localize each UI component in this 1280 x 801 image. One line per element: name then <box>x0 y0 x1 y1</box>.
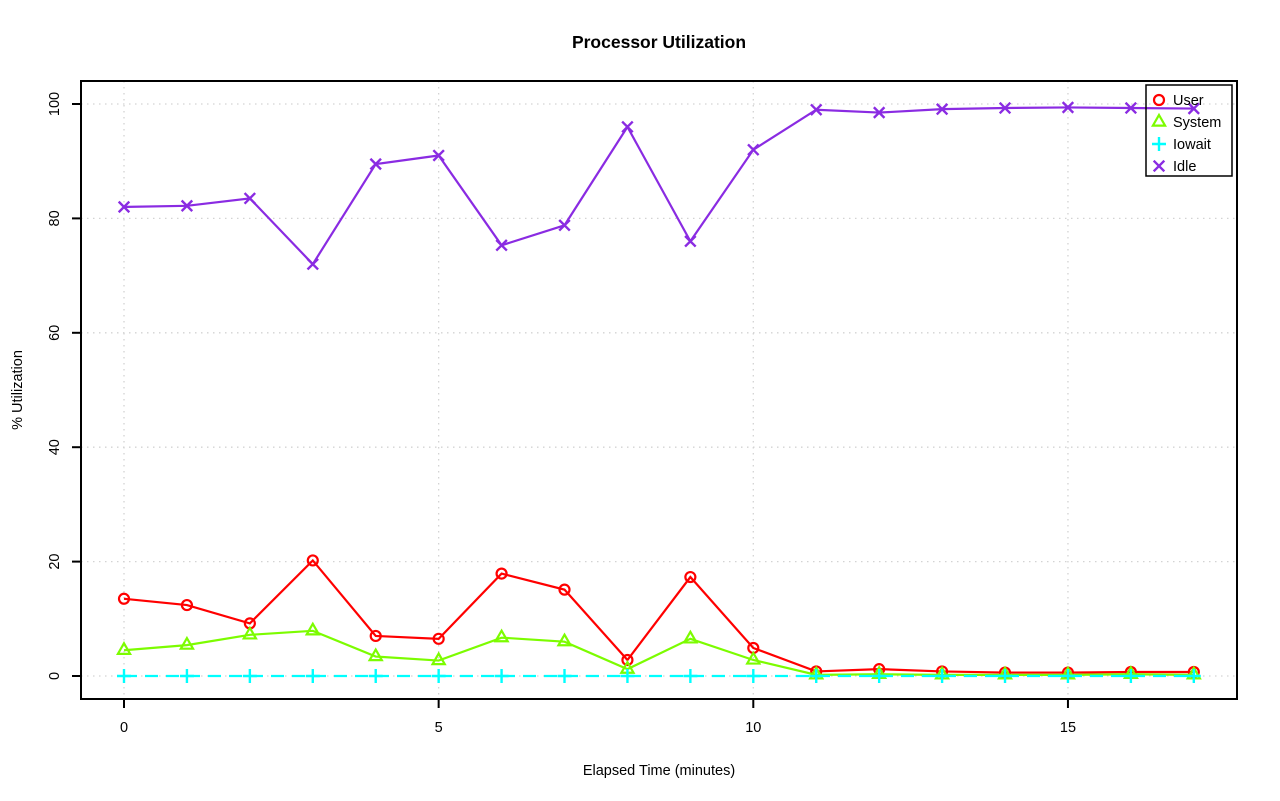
plus-marker-icon <box>1060 669 1075 683</box>
plus-marker-icon <box>431 669 446 683</box>
x-marker-icon <box>621 120 634 134</box>
y-tick-label: 20 <box>47 554 63 570</box>
x-tick-label: 15 <box>1060 720 1076 736</box>
plus-marker-icon <box>557 669 572 683</box>
triangle-marker-icon <box>682 629 699 644</box>
legend-label: Idle <box>1173 159 1196 175</box>
x-marker-icon <box>306 258 319 271</box>
plus-marker-icon <box>1123 669 1138 683</box>
triangle-marker-icon <box>745 650 762 665</box>
legend-label: System <box>1173 115 1221 131</box>
series-system-line <box>123 629 1194 676</box>
plus-marker-icon <box>935 669 950 683</box>
x-marker-icon <box>747 143 760 156</box>
x-tick-label: 0 <box>120 720 128 736</box>
plus-marker-icon <box>305 669 320 683</box>
chart-title: Processor Utilization <box>572 32 746 52</box>
x-marker-icon <box>495 239 508 252</box>
circle-marker-icon <box>369 629 382 643</box>
triangle-marker-icon <box>178 635 195 650</box>
triangle-marker-icon <box>304 621 321 636</box>
circle-marker-icon <box>621 653 634 667</box>
plus-marker-icon <box>368 669 383 683</box>
circle-marker-icon <box>684 570 697 584</box>
circle-marker-icon <box>306 554 319 567</box>
y-tick-label: 0 <box>47 672 63 680</box>
plus-marker-icon <box>998 669 1013 683</box>
triangle-marker-icon <box>493 628 510 643</box>
x-tick-label: 5 <box>435 720 443 736</box>
plot-border <box>80 80 1238 700</box>
x-marker-icon <box>873 106 886 119</box>
plus-marker-icon <box>809 669 824 683</box>
y-tick-label: 80 <box>47 210 63 226</box>
x-marker-icon <box>369 157 382 171</box>
circle-marker-icon <box>558 583 571 596</box>
triangle-marker-icon <box>430 651 447 666</box>
circle-marker-icon <box>180 598 194 612</box>
plus-marker-icon <box>242 669 257 683</box>
x-tick-label: 10 <box>745 720 761 736</box>
y-tick-label: 40 <box>47 439 63 455</box>
x-marker-icon <box>243 192 257 205</box>
x-marker-icon <box>1187 102 1200 115</box>
triangle-marker-icon <box>115 641 133 655</box>
circle-marker-icon <box>1152 93 1166 107</box>
x-marker-icon <box>810 103 823 116</box>
triangle-marker-icon <box>241 625 258 640</box>
x-marker-icon <box>1152 159 1166 173</box>
triangle-marker-icon <box>1150 112 1168 127</box>
y-tick-label: 100 <box>47 92 63 116</box>
y-tick-label: 60 <box>47 325 63 341</box>
x-marker-icon <box>998 101 1012 115</box>
x-axis-label: Elapsed Time (minutes) <box>583 763 735 779</box>
plus-marker-icon <box>1186 669 1201 683</box>
legend-box <box>1145 84 1233 177</box>
plus-marker-icon <box>1152 137 1166 151</box>
circle-marker-icon <box>117 592 131 605</box>
x-marker-icon <box>1124 101 1138 115</box>
legend-label: Iowait <box>1173 137 1211 153</box>
circle-marker-icon <box>495 567 508 580</box>
plus-marker-icon <box>872 669 887 683</box>
x-marker-icon <box>935 102 949 116</box>
x-marker-icon <box>432 149 445 162</box>
series-idle-line <box>123 106 1194 266</box>
x-marker-icon <box>117 200 131 214</box>
plus-marker-icon <box>494 669 509 683</box>
x-marker-icon <box>684 235 697 248</box>
x-marker-icon <box>180 199 194 212</box>
plus-marker-icon <box>620 669 635 683</box>
x-marker-icon <box>1061 101 1075 114</box>
x-marker-icon <box>558 219 571 232</box>
legend-label: User <box>1173 93 1204 109</box>
triangle-marker-icon <box>367 647 384 662</box>
plus-marker-icon <box>179 669 194 683</box>
circle-marker-icon <box>432 632 445 645</box>
plus-marker-icon <box>683 669 698 683</box>
plus-marker-icon <box>746 669 761 683</box>
y-axis-label: % Utilization <box>10 350 26 430</box>
series-user-line <box>123 558 1194 674</box>
plus-marker-icon <box>117 669 131 683</box>
triangle-marker-icon <box>556 632 573 647</box>
